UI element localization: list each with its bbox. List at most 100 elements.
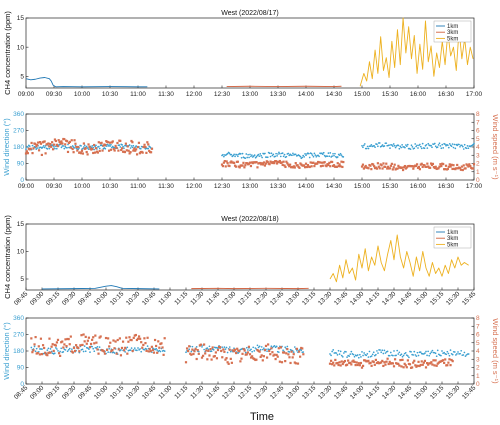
- x-tick-label: 10:30: [102, 183, 119, 190]
- wind-speed-point: [137, 335, 141, 338]
- wind-direction-point: [208, 345, 211, 348]
- wind-speed-point: [57, 352, 61, 355]
- x-tick-label: 15:15: [429, 290, 446, 307]
- x-tick-label: 14:15: [365, 384, 382, 401]
- wind-speed-point: [91, 338, 94, 341]
- wind-direction-point: [83, 144, 86, 147]
- wind-speed-point: [139, 337, 142, 340]
- wind-direction-point: [410, 350, 412, 353]
- wind-direction-point: [118, 144, 121, 146]
- wind-speed-point: [306, 164, 309, 167]
- wind-speed-point: [88, 346, 92, 349]
- wind-direction-point: [339, 152, 342, 155]
- wind-speed-point: [121, 147, 124, 150]
- wind-speed-point: [405, 366, 408, 369]
- wind-speed-point: [25, 150, 29, 153]
- wind-direction-point: [230, 153, 233, 156]
- wind-direction-point: [248, 156, 250, 159]
- y-right-axis-label: Wind speed (m s⁻¹): [491, 114, 500, 180]
- wind-direction-point: [426, 354, 428, 357]
- wind-direction-point: [277, 351, 280, 354]
- wind-speed-point: [431, 162, 435, 165]
- x-tick-label: 11:00: [130, 91, 146, 98]
- wind-speed-point: [393, 163, 396, 166]
- wind-direction-point: [66, 146, 68, 149]
- wind-direction-point: [411, 146, 414, 148]
- wind-speed-point: [448, 163, 451, 166]
- wind-direction-point: [394, 146, 397, 149]
- wind-direction-point: [336, 156, 339, 158]
- wind-speed-point: [421, 363, 424, 366]
- wind-direction-point: [260, 154, 263, 157]
- wind-speed-point: [95, 341, 98, 344]
- wind-speed-point: [187, 349, 190, 353]
- wind-direction-point: [59, 350, 61, 353]
- wind-direction-point: [371, 353, 374, 356]
- wind-speed-point: [84, 147, 87, 150]
- wind-direction-point: [401, 355, 404, 358]
- wind-direction-point: [275, 152, 277, 155]
- wind-speed-point: [71, 351, 75, 354]
- wind-speed-point: [406, 359, 409, 362]
- wind-speed-point: [336, 361, 339, 365]
- x-tick-label: 09:30: [61, 290, 78, 307]
- x-tick-label: 09:30: [61, 384, 78, 401]
- wind-direction-point: [84, 350, 87, 353]
- wind-speed-point: [413, 359, 416, 362]
- x-tick-label: 11:00: [130, 183, 146, 190]
- wind-speed-point: [138, 152, 141, 155]
- wind-direction-point: [339, 350, 342, 353]
- wind-speed-point: [229, 357, 232, 360]
- wind-speed-point: [124, 346, 127, 349]
- wind-speed-point: [433, 166, 436, 170]
- wind-speed-point: [81, 152, 85, 155]
- panel-2: 09:00 09:30 10:00 10:30 11:00 11:30 12:00 12:30…: [2, 111, 500, 190]
- wind-speed-point: [116, 141, 119, 145]
- wind-speed-point: [360, 165, 364, 168]
- wind-direction-point: [374, 146, 376, 149]
- x-tick-label: 13:45: [333, 290, 350, 307]
- wind-speed-point: [294, 162, 297, 165]
- wind-direction-point: [53, 352, 56, 355]
- wind-speed-point: [372, 163, 375, 166]
- wind-speed-point: [455, 167, 458, 170]
- wind-direction-point: [275, 345, 278, 348]
- wind-direction-point: [159, 350, 162, 353]
- wind-speed-point: [68, 343, 71, 346]
- wind-speed-point: [105, 348, 109, 351]
- wind-speed-point: [359, 361, 363, 365]
- wind-direction-point: [60, 347, 63, 350]
- wind-speed-point: [54, 139, 57, 143]
- x-tick-label: 11:15: [173, 290, 189, 306]
- wind-speed-point: [248, 161, 252, 164]
- wind-direction-point: [120, 349, 122, 351]
- wind-speed-point: [312, 161, 315, 164]
- wind-speed-point: [224, 358, 227, 361]
- wind-speed-point: [423, 359, 427, 362]
- wind-speed-point: [69, 146, 72, 149]
- wind-speed-point: [228, 348, 231, 351]
- wind-speed-point: [380, 164, 383, 167]
- wind-direction-point: [108, 347, 111, 350]
- wind-speed-point: [382, 162, 385, 165]
- wind-speed-point: [148, 149, 151, 152]
- x-tick-label: 12:15: [237, 384, 254, 401]
- wind-direction-point: [281, 152, 284, 154]
- wind-speed-point: [276, 355, 279, 358]
- wind-speed-point: [243, 166, 246, 169]
- wind-speed-point: [125, 149, 128, 152]
- wind-speed-point: [284, 165, 287, 169]
- wind-direction-point: [28, 145, 31, 147]
- wind-direction-point: [93, 148, 95, 151]
- wind-speed-point: [130, 339, 133, 342]
- wind-direction-point: [244, 351, 247, 354]
- wind-direction-point: [286, 345, 289, 348]
- wind-speed-point: [308, 165, 311, 169]
- x-tick-label: 11:45: [205, 384, 221, 400]
- y-left-axis-label: Wind direction (°): [2, 322, 11, 380]
- wind-speed-point: [84, 335, 87, 338]
- wind-speed-point: [261, 163, 265, 166]
- wind-direction-point: [67, 348, 70, 351]
- wind-speed-point: [110, 350, 113, 353]
- x-tick-label: 14:30: [326, 91, 343, 98]
